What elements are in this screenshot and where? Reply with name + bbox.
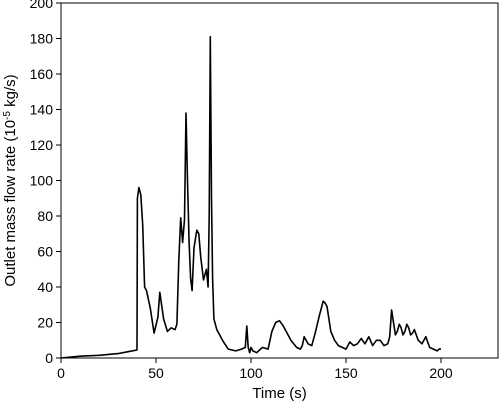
y-tick-label: 80 [37,208,53,224]
y-tick-label: 120 [30,137,54,153]
series-layer [60,35,441,359]
x-axis-label: Time (s) [252,385,306,402]
y-axis-label-exponent: -5 [2,111,13,120]
y-axis-label-suffix: kg/s) [2,74,19,111]
y-tick-label: 140 [30,102,54,118]
x-tick-label: 100 [239,365,263,381]
x-tick-label: 200 [429,365,453,381]
y-tick-label: 20 [37,315,53,331]
y-tick-label: 160 [30,66,54,82]
x-axis: 0 50 100 150 200 [57,358,453,381]
x-tick-label: 0 [57,365,65,381]
y-tick-label: 40 [37,279,53,295]
y-axis-label: Outlet mass flow rate (10-5 kg/s) [2,74,19,286]
y-tick-label: 0 [45,350,53,366]
plot-area [60,2,499,359]
y-tick-label: 180 [30,31,54,47]
series-line [60,35,441,359]
y-tick-label: 100 [30,173,54,189]
y-axis: 0 20 40 60 80 100 120 140 160 180 200 [30,0,61,366]
y-axis-label-prefix: Outlet mass flow rate (10 [2,120,19,287]
plot-border [60,2,499,359]
x-tick-label: 150 [334,365,358,381]
y-tick-label: 60 [37,244,53,260]
x-tick-label: 50 [148,365,164,381]
y-tick-label: 200 [30,0,54,11]
